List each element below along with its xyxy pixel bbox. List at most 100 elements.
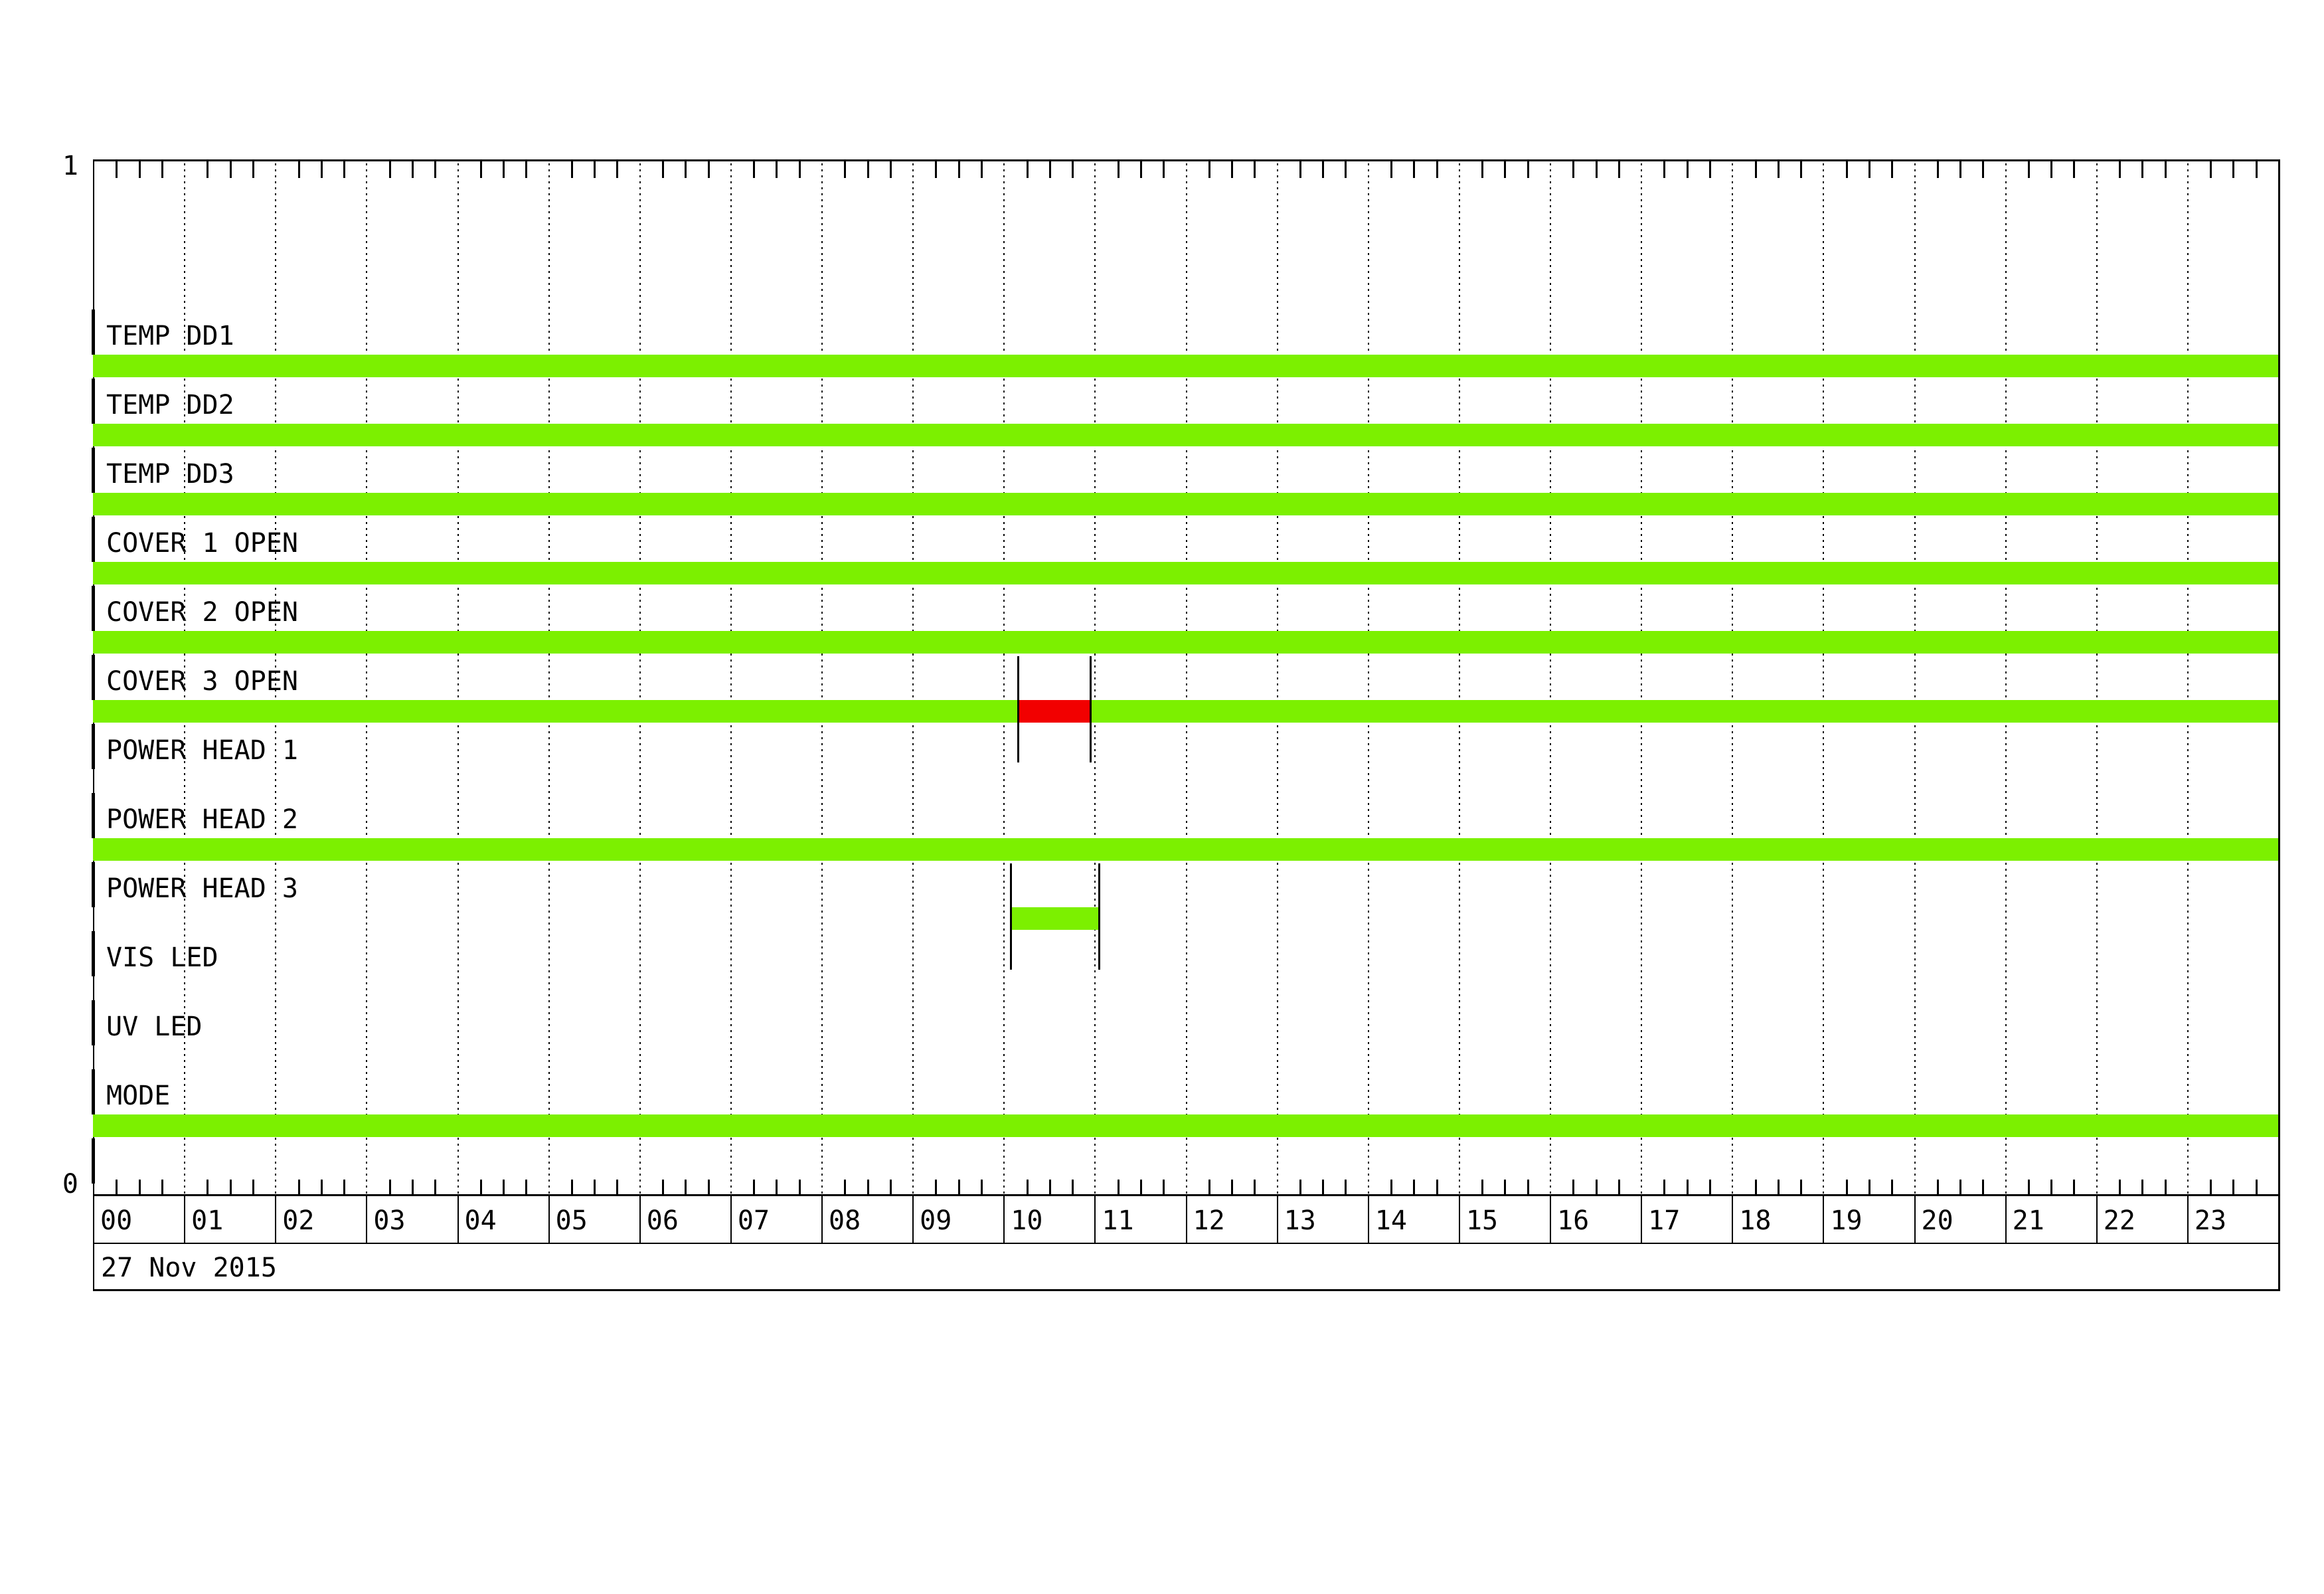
minor-tick-bottom bbox=[161, 1180, 163, 1194]
hour-label: 23 bbox=[2194, 1205, 2227, 1236]
minor-tick-bottom bbox=[957, 1180, 960, 1194]
hour-label: 17 bbox=[1648, 1205, 1681, 1236]
minor-tick-top bbox=[957, 161, 960, 178]
row-label: COVER 1 OPEN bbox=[106, 528, 298, 559]
minor-tick-top bbox=[1299, 161, 1301, 178]
minor-tick-bottom bbox=[503, 1180, 505, 1194]
hour-label: 02 bbox=[282, 1205, 315, 1236]
minor-tick-bottom bbox=[1254, 1180, 1256, 1194]
minor-tick-top bbox=[1754, 161, 1757, 178]
minor-tick-bottom bbox=[1686, 1180, 1689, 1194]
minor-tick-top bbox=[1777, 161, 1780, 178]
minor-tick-bottom bbox=[662, 1180, 665, 1194]
minor-tick-bottom bbox=[343, 1180, 346, 1194]
minor-tick-top bbox=[776, 161, 778, 178]
minor-tick-bottom bbox=[776, 1180, 778, 1194]
minor-tick-top bbox=[2255, 161, 2258, 178]
minor-tick-top bbox=[161, 161, 163, 178]
minor-tick-top bbox=[662, 161, 665, 178]
minor-tick-top bbox=[1139, 161, 1142, 178]
row-label: POWER HEAD 2 bbox=[106, 804, 298, 835]
hour-gridline bbox=[457, 163, 459, 1194]
minor-tick-top bbox=[753, 161, 756, 178]
status-bar-green bbox=[93, 424, 2278, 446]
row-label: POWER HEAD 1 bbox=[106, 735, 298, 766]
axis-left-segment bbox=[92, 310, 95, 355]
minor-tick-bottom bbox=[138, 1180, 141, 1194]
hour-gridline bbox=[548, 163, 550, 1194]
axis-left-segment bbox=[92, 517, 95, 562]
minor-tick-top bbox=[116, 161, 118, 178]
hour-cell-separator bbox=[2096, 1196, 2098, 1243]
minor-tick-bottom bbox=[1845, 1180, 1848, 1194]
minor-tick-bottom bbox=[207, 1180, 209, 1194]
minor-tick-top bbox=[594, 161, 596, 178]
minor-tick-bottom bbox=[594, 1180, 596, 1194]
minor-tick-top bbox=[570, 161, 573, 178]
minor-tick-top bbox=[889, 161, 892, 178]
minor-tick-top bbox=[2164, 161, 2167, 178]
hour-label: 14 bbox=[1374, 1205, 1407, 1236]
hour-gridline bbox=[366, 163, 368, 1194]
minor-tick-top bbox=[1048, 161, 1051, 178]
minor-tick-top bbox=[1845, 161, 1848, 178]
hour-cell-separator bbox=[730, 1196, 732, 1243]
minor-tick-top bbox=[1026, 161, 1029, 178]
minor-tick-bottom bbox=[1481, 1180, 1484, 1194]
status-bar-green bbox=[93, 1114, 2278, 1137]
minor-tick-bottom bbox=[889, 1180, 892, 1194]
minor-tick-top bbox=[707, 161, 710, 178]
date-label: 27 Nov 2015 bbox=[101, 1253, 277, 1283]
event-marker-line bbox=[1009, 863, 1012, 970]
minor-tick-bottom bbox=[1139, 1180, 1142, 1194]
minor-tick-top bbox=[229, 161, 232, 178]
hour-cell-separator bbox=[1367, 1196, 1369, 1243]
hour-label: 21 bbox=[2012, 1205, 2044, 1236]
hour-gridline bbox=[1185, 163, 1187, 1194]
hour-cell-separator bbox=[1550, 1196, 1551, 1243]
y-axis-max-label: 1 bbox=[62, 151, 78, 181]
row-label: COVER 2 OPEN bbox=[106, 597, 298, 628]
minor-tick-top bbox=[1117, 161, 1120, 178]
hour-cell-separator bbox=[1914, 1196, 1916, 1243]
hour-gridline bbox=[1003, 163, 1005, 1194]
hour-label: 05 bbox=[555, 1205, 588, 1236]
minor-tick-bottom bbox=[753, 1180, 756, 1194]
status-bar-green bbox=[1011, 907, 1100, 930]
row-label: UV LED bbox=[106, 1012, 203, 1042]
minor-tick-top bbox=[1891, 161, 1894, 178]
status-bar-green bbox=[1090, 700, 2278, 723]
event-marker-line bbox=[1017, 656, 1019, 762]
bottom-axis-line bbox=[93, 1194, 2280, 1196]
hour-cell-separator bbox=[548, 1196, 550, 1243]
minor-tick-bottom bbox=[2232, 1180, 2235, 1194]
hour-gridline bbox=[1823, 163, 1825, 1194]
minor-tick-top bbox=[1322, 161, 1325, 178]
minor-tick-top bbox=[1072, 161, 1074, 178]
hour-label: 00 bbox=[100, 1205, 133, 1236]
hour-label: 22 bbox=[2103, 1205, 2135, 1236]
minor-tick-top bbox=[1595, 161, 1598, 178]
hour-gridline bbox=[2187, 163, 2189, 1194]
hour-gridline bbox=[1550, 163, 1551, 1194]
hour-label: 19 bbox=[1830, 1205, 1863, 1236]
minor-tick-top bbox=[1208, 161, 1210, 178]
minor-tick-bottom bbox=[252, 1180, 254, 1194]
hour-label: 03 bbox=[373, 1205, 406, 1236]
status-bar-green bbox=[93, 700, 1019, 723]
minor-tick-top bbox=[798, 161, 801, 178]
minor-tick-bottom bbox=[616, 1180, 619, 1194]
minor-tick-bottom bbox=[1163, 1180, 1165, 1194]
minor-tick-top bbox=[525, 161, 528, 178]
hour-cell-separator bbox=[1276, 1196, 1278, 1243]
minor-tick-top bbox=[503, 161, 505, 178]
minor-tick-top bbox=[1527, 161, 1529, 178]
minor-tick-top bbox=[2050, 161, 2053, 178]
top-axis-line bbox=[93, 159, 2280, 161]
hour-gridline bbox=[1641, 163, 1643, 1194]
hour-cell-separator bbox=[366, 1196, 368, 1243]
minor-tick-bottom bbox=[935, 1180, 938, 1194]
minor-tick-bottom bbox=[1595, 1180, 1598, 1194]
minor-tick-top bbox=[1504, 161, 1507, 178]
hour-cell-separator bbox=[1732, 1196, 1734, 1243]
